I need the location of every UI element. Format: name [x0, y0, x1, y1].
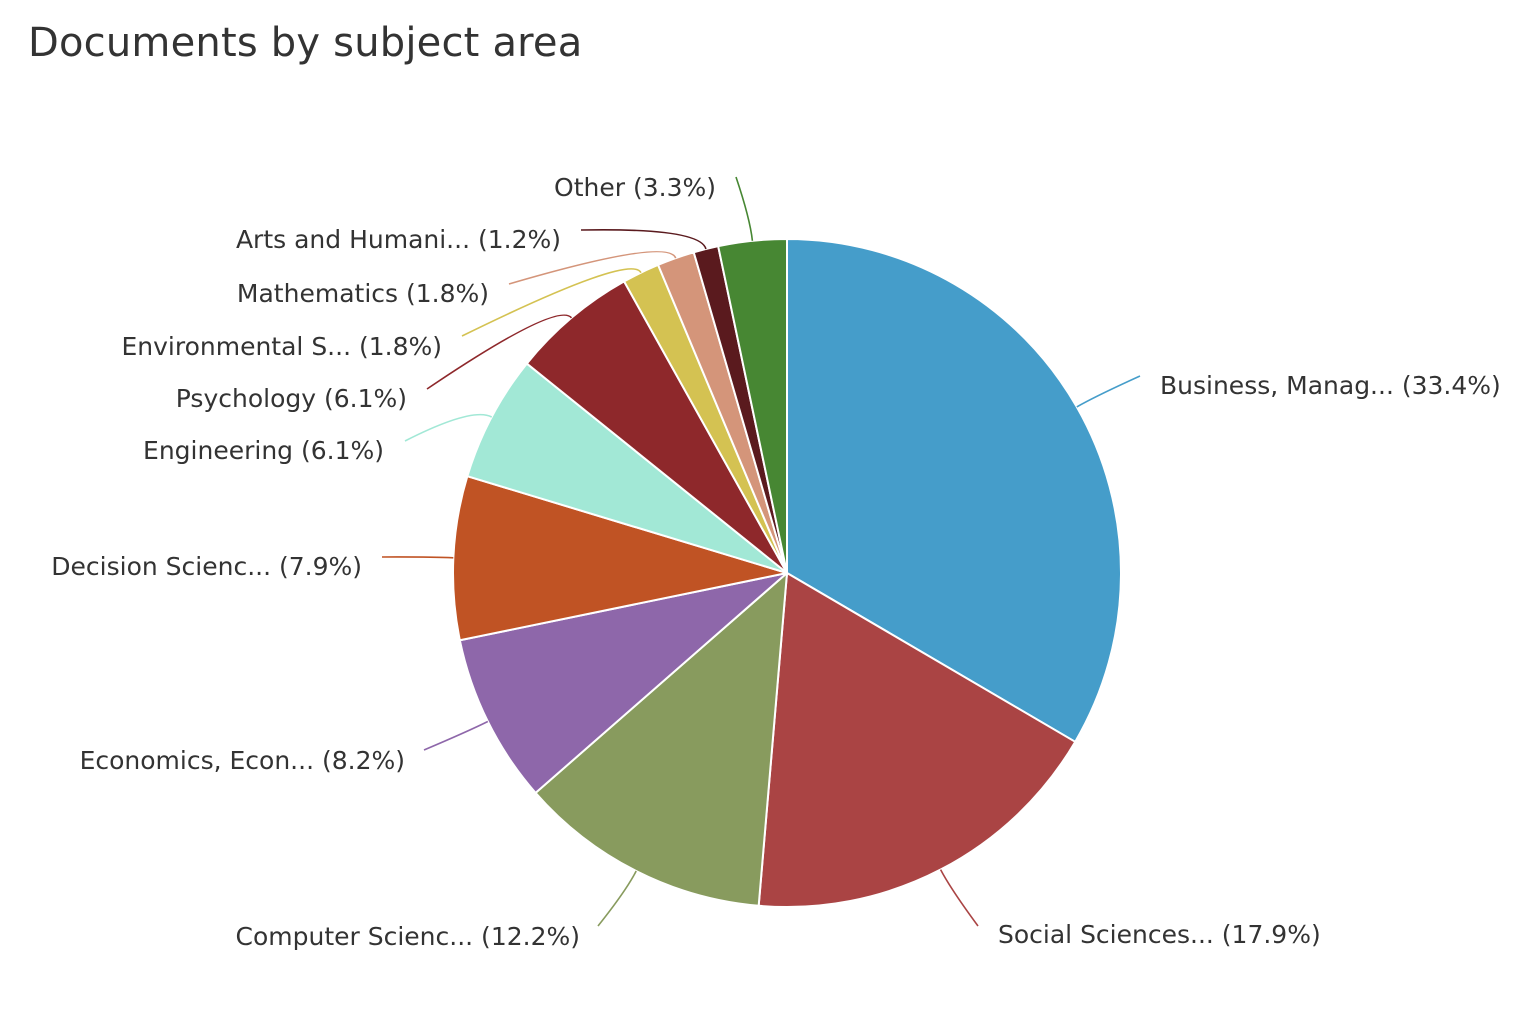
slice-label-environmental-s: Environmental S... (1.8%)	[121, 332, 442, 361]
pie-slice-psychology[interactable]	[525, 280, 788, 574]
slice-labels: Business, Manag... (33.4%) Social Science…	[51, 173, 1501, 951]
pie-slice-engineering[interactable]	[466, 362, 788, 574]
leader-line-business-manag	[1076, 375, 1141, 408]
slice-label-other: Other (3.3%)	[554, 173, 716, 202]
slice-label-computer-scienc: Computer Scienc... (12.2%)	[236, 922, 580, 951]
leader-line-economics-econ	[423, 720, 489, 751]
leader-line-social-sciences	[939, 869, 979, 927]
slice-label-decision-scienc: Decision Scienc... (7.9%)	[51, 552, 362, 581]
leader-line-mathematics	[508, 250, 677, 285]
leader-line-psychology	[426, 314, 573, 390]
pie-slices	[452, 238, 1122, 908]
pie-slice-other[interactable]	[717, 238, 788, 574]
leader-line-arts-and-humani	[580, 228, 707, 250]
leader-line-other	[735, 176, 754, 241]
slice-label-engineering: Engineering (6.1%)	[143, 436, 384, 465]
pie-slice-economics-econ[interactable]	[458, 572, 788, 794]
pie-slice-computer-scienc[interactable]	[534, 572, 788, 907]
leader-line-decision-scienc	[381, 556, 454, 559]
leader-line-computer-scienc	[597, 870, 637, 927]
slice-label-business-manag: Business, Manag... (33.4%)	[1160, 371, 1501, 400]
slice-label-arts-and-humani: Arts and Humani... (1.2%)	[236, 225, 561, 254]
slice-label-mathematics: Mathematics (1.8%)	[237, 279, 489, 308]
pie-slice-business-manag[interactable]	[786, 238, 1122, 743]
leader-lines	[381, 176, 1141, 927]
pie-slice-decision-scienc[interactable]	[452, 475, 788, 642]
slice-label-psychology: Psychology (6.1%)	[176, 384, 407, 413]
leader-line-engineering	[404, 413, 493, 442]
chart-title: Documents by subject area	[28, 20, 583, 66]
slice-label-social-sciences: Social Sciences... (17.9%)	[998, 920, 1321, 949]
pie-slice-social-sciences[interactable]	[757, 572, 1077, 908]
leader-line-environmental-s	[461, 268, 642, 337]
slice-label-economics-econ: Economics, Econ... (8.2%)	[80, 746, 405, 775]
